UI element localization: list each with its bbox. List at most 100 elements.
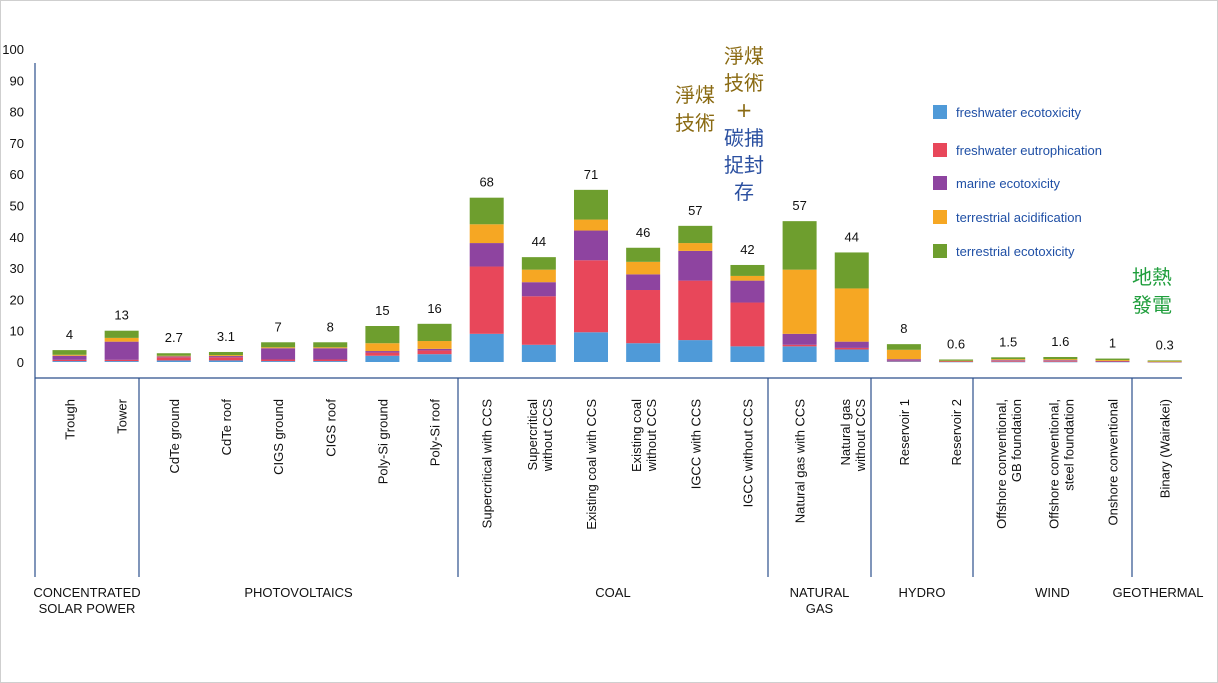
bar-segment xyxy=(313,361,348,362)
bar-segment xyxy=(1043,360,1078,361)
category-label: IGCC without CCS xyxy=(740,399,755,508)
group-label: HYDRO xyxy=(899,585,946,600)
bar-segment xyxy=(939,361,974,362)
bar-segment xyxy=(52,361,87,362)
bar-segment xyxy=(469,224,504,244)
bar-segment xyxy=(417,350,452,355)
bar-segment xyxy=(261,361,296,362)
category-label: Tower xyxy=(115,398,130,433)
bar-segment xyxy=(626,274,661,291)
bar-segment xyxy=(678,280,713,341)
legend-label: freshwater ecotoxicity xyxy=(956,105,1081,120)
bar-segment xyxy=(626,290,661,344)
bar-segment xyxy=(730,346,765,362)
bar-segment xyxy=(1147,360,1182,362)
bar-segment xyxy=(730,302,765,347)
bar-segment xyxy=(365,351,400,353)
bar-segment xyxy=(156,357,191,361)
bar-segment xyxy=(991,361,1026,363)
bar-total-label: 13 xyxy=(114,308,128,323)
legend-label: freshwater eutrophication xyxy=(956,143,1102,158)
bar-segment xyxy=(208,355,243,357)
bar-segment xyxy=(886,344,921,350)
bar-segment xyxy=(1095,361,1130,362)
bar-segment xyxy=(678,340,713,362)
annotation-geothermal: 發電 xyxy=(1132,293,1172,317)
bar-total-label: 16 xyxy=(427,301,441,316)
bar-total-label: 71 xyxy=(584,167,598,182)
y-tick-label: 20 xyxy=(10,292,24,307)
bar-total-label: 1.5 xyxy=(999,334,1017,349)
category-label: Natural gaswithout CCS xyxy=(838,399,868,473)
legend-swatch xyxy=(933,105,947,119)
bar-segment xyxy=(626,261,661,275)
bar-segment xyxy=(1095,361,1130,363)
bar-segment xyxy=(678,250,713,281)
bar-segment xyxy=(834,252,869,289)
y-tick-label: 60 xyxy=(10,167,24,182)
bar-segment xyxy=(1095,361,1130,362)
bar-total-label: 1.6 xyxy=(1051,334,1069,349)
legend-swatch xyxy=(933,244,947,258)
bar-segment xyxy=(834,288,869,342)
legend-swatch xyxy=(933,210,947,224)
category-label: CdTe ground xyxy=(167,399,182,473)
y-tick-label: 0 xyxy=(17,355,24,370)
y-tick-label: 80 xyxy=(10,105,24,120)
bar-segment xyxy=(1043,361,1078,363)
bar-segment xyxy=(156,355,191,357)
bar-segment xyxy=(886,349,921,360)
bar-segment xyxy=(782,333,817,345)
annotation-geothermal: 地熱 xyxy=(1132,265,1172,289)
bar-segment xyxy=(417,341,452,349)
group-label: GEOTHERMAL xyxy=(1112,585,1203,600)
category-label: Binary (Wairakei) xyxy=(1158,399,1173,498)
group-label: PHOTOVOLTAICS xyxy=(244,585,353,600)
y-tick-label: 30 xyxy=(10,261,24,276)
bar-segment xyxy=(730,264,765,276)
bar-total-label: 0.6 xyxy=(947,336,965,351)
bar-total-label: 44 xyxy=(845,229,859,244)
bar-segment xyxy=(208,357,243,361)
annotation-ccs: 捉封 xyxy=(724,153,764,177)
bar-segment xyxy=(886,360,921,362)
bar-segment xyxy=(521,296,556,345)
legend-label: terrestrial ecotoxicity xyxy=(956,244,1075,259)
bar-total-label: 8 xyxy=(327,319,334,334)
bar-segment xyxy=(469,243,504,267)
bar-total-label: 15 xyxy=(375,303,389,318)
bar-segment xyxy=(365,352,400,356)
bar-total-label: 68 xyxy=(479,175,493,190)
bar-segment xyxy=(104,341,139,360)
category-label: Onshore conventional xyxy=(1106,399,1121,526)
bar-segment xyxy=(313,342,348,348)
bar-segment xyxy=(313,359,348,362)
annotation-clean-coal-ccs: 淨煤 xyxy=(724,44,764,68)
group-label: GAS xyxy=(806,601,834,616)
bar-segment xyxy=(365,355,400,362)
bar-segment xyxy=(991,359,1026,361)
bar-segment xyxy=(417,323,452,342)
bar-segment xyxy=(208,356,243,358)
bar-segment xyxy=(574,260,608,333)
bar-segment xyxy=(730,275,765,281)
category-label: Offshore conventional,GB foundation xyxy=(994,399,1024,529)
bar-total-label: 4 xyxy=(66,327,73,342)
bar-segment xyxy=(156,360,191,362)
bar-segment xyxy=(521,269,556,283)
category-label: Existing coalwithout CCS xyxy=(629,399,659,473)
bar-segment xyxy=(886,361,921,362)
annotation-ccs: 存 xyxy=(734,180,754,204)
bar-segment xyxy=(104,359,139,362)
bar-segment xyxy=(939,359,974,361)
category-label: Natural gas with CCS xyxy=(793,399,808,524)
y-tick-label: 40 xyxy=(10,230,24,245)
bar-total-label: 7 xyxy=(274,319,281,334)
bar-segment xyxy=(261,342,296,348)
bar-segment xyxy=(208,351,243,356)
bar-segment xyxy=(1095,360,1130,362)
bar-segment xyxy=(469,266,504,334)
bar-segment xyxy=(521,257,556,270)
bar-segment xyxy=(1043,359,1078,361)
